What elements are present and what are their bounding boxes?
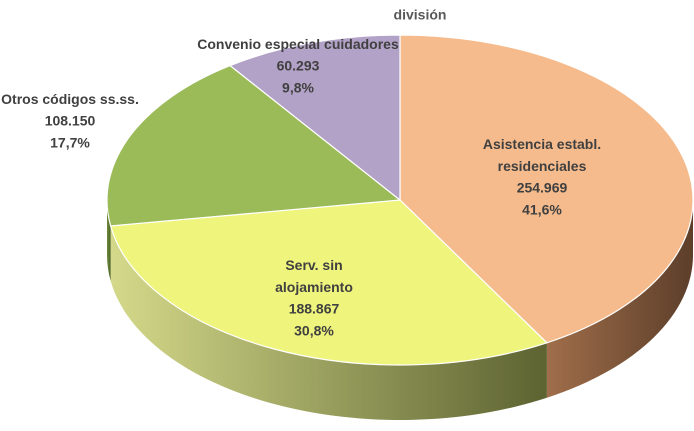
- category-label-line: Convenio especial cuidadores: [197, 36, 399, 52]
- value-label: 60.293: [277, 58, 320, 74]
- category-label-line: Serv. sin: [285, 257, 342, 273]
- category-label-line: Asistencia establ.: [483, 136, 601, 152]
- value-label: 188.867: [289, 301, 340, 317]
- slice-side: [546, 200, 693, 398]
- chart-title: división: [394, 7, 447, 23]
- percent-label: 9,8%: [282, 80, 314, 96]
- category-label: Asistencia establ. residenciales: [483, 136, 601, 174]
- category-label-line: alojamiento: [275, 279, 353, 295]
- value-label: 108.150: [45, 113, 96, 129]
- slice-side: [107, 200, 111, 281]
- percent-label: 17,7%: [50, 135, 90, 151]
- category-label-line: residenciales: [498, 158, 587, 174]
- slice: [106, 64, 402, 227]
- percent-label: 41,6%: [522, 202, 562, 218]
- value-label: 254.969: [517, 180, 568, 196]
- category-label-line: Otros códigos ss.ss.: [1, 91, 139, 107]
- category-label: Convenio especial cuidadores: [197, 36, 399, 52]
- slice-side: [110, 225, 547, 420]
- percent-label: 30,8%: [294, 323, 334, 339]
- slice: [109, 199, 549, 366]
- category-label: Otros códigos ss.ss.: [1, 91, 139, 107]
- category-label: Serv. sin alojamiento: [275, 257, 353, 295]
- slice: [399, 34, 694, 344]
- slice: [228, 34, 401, 202]
